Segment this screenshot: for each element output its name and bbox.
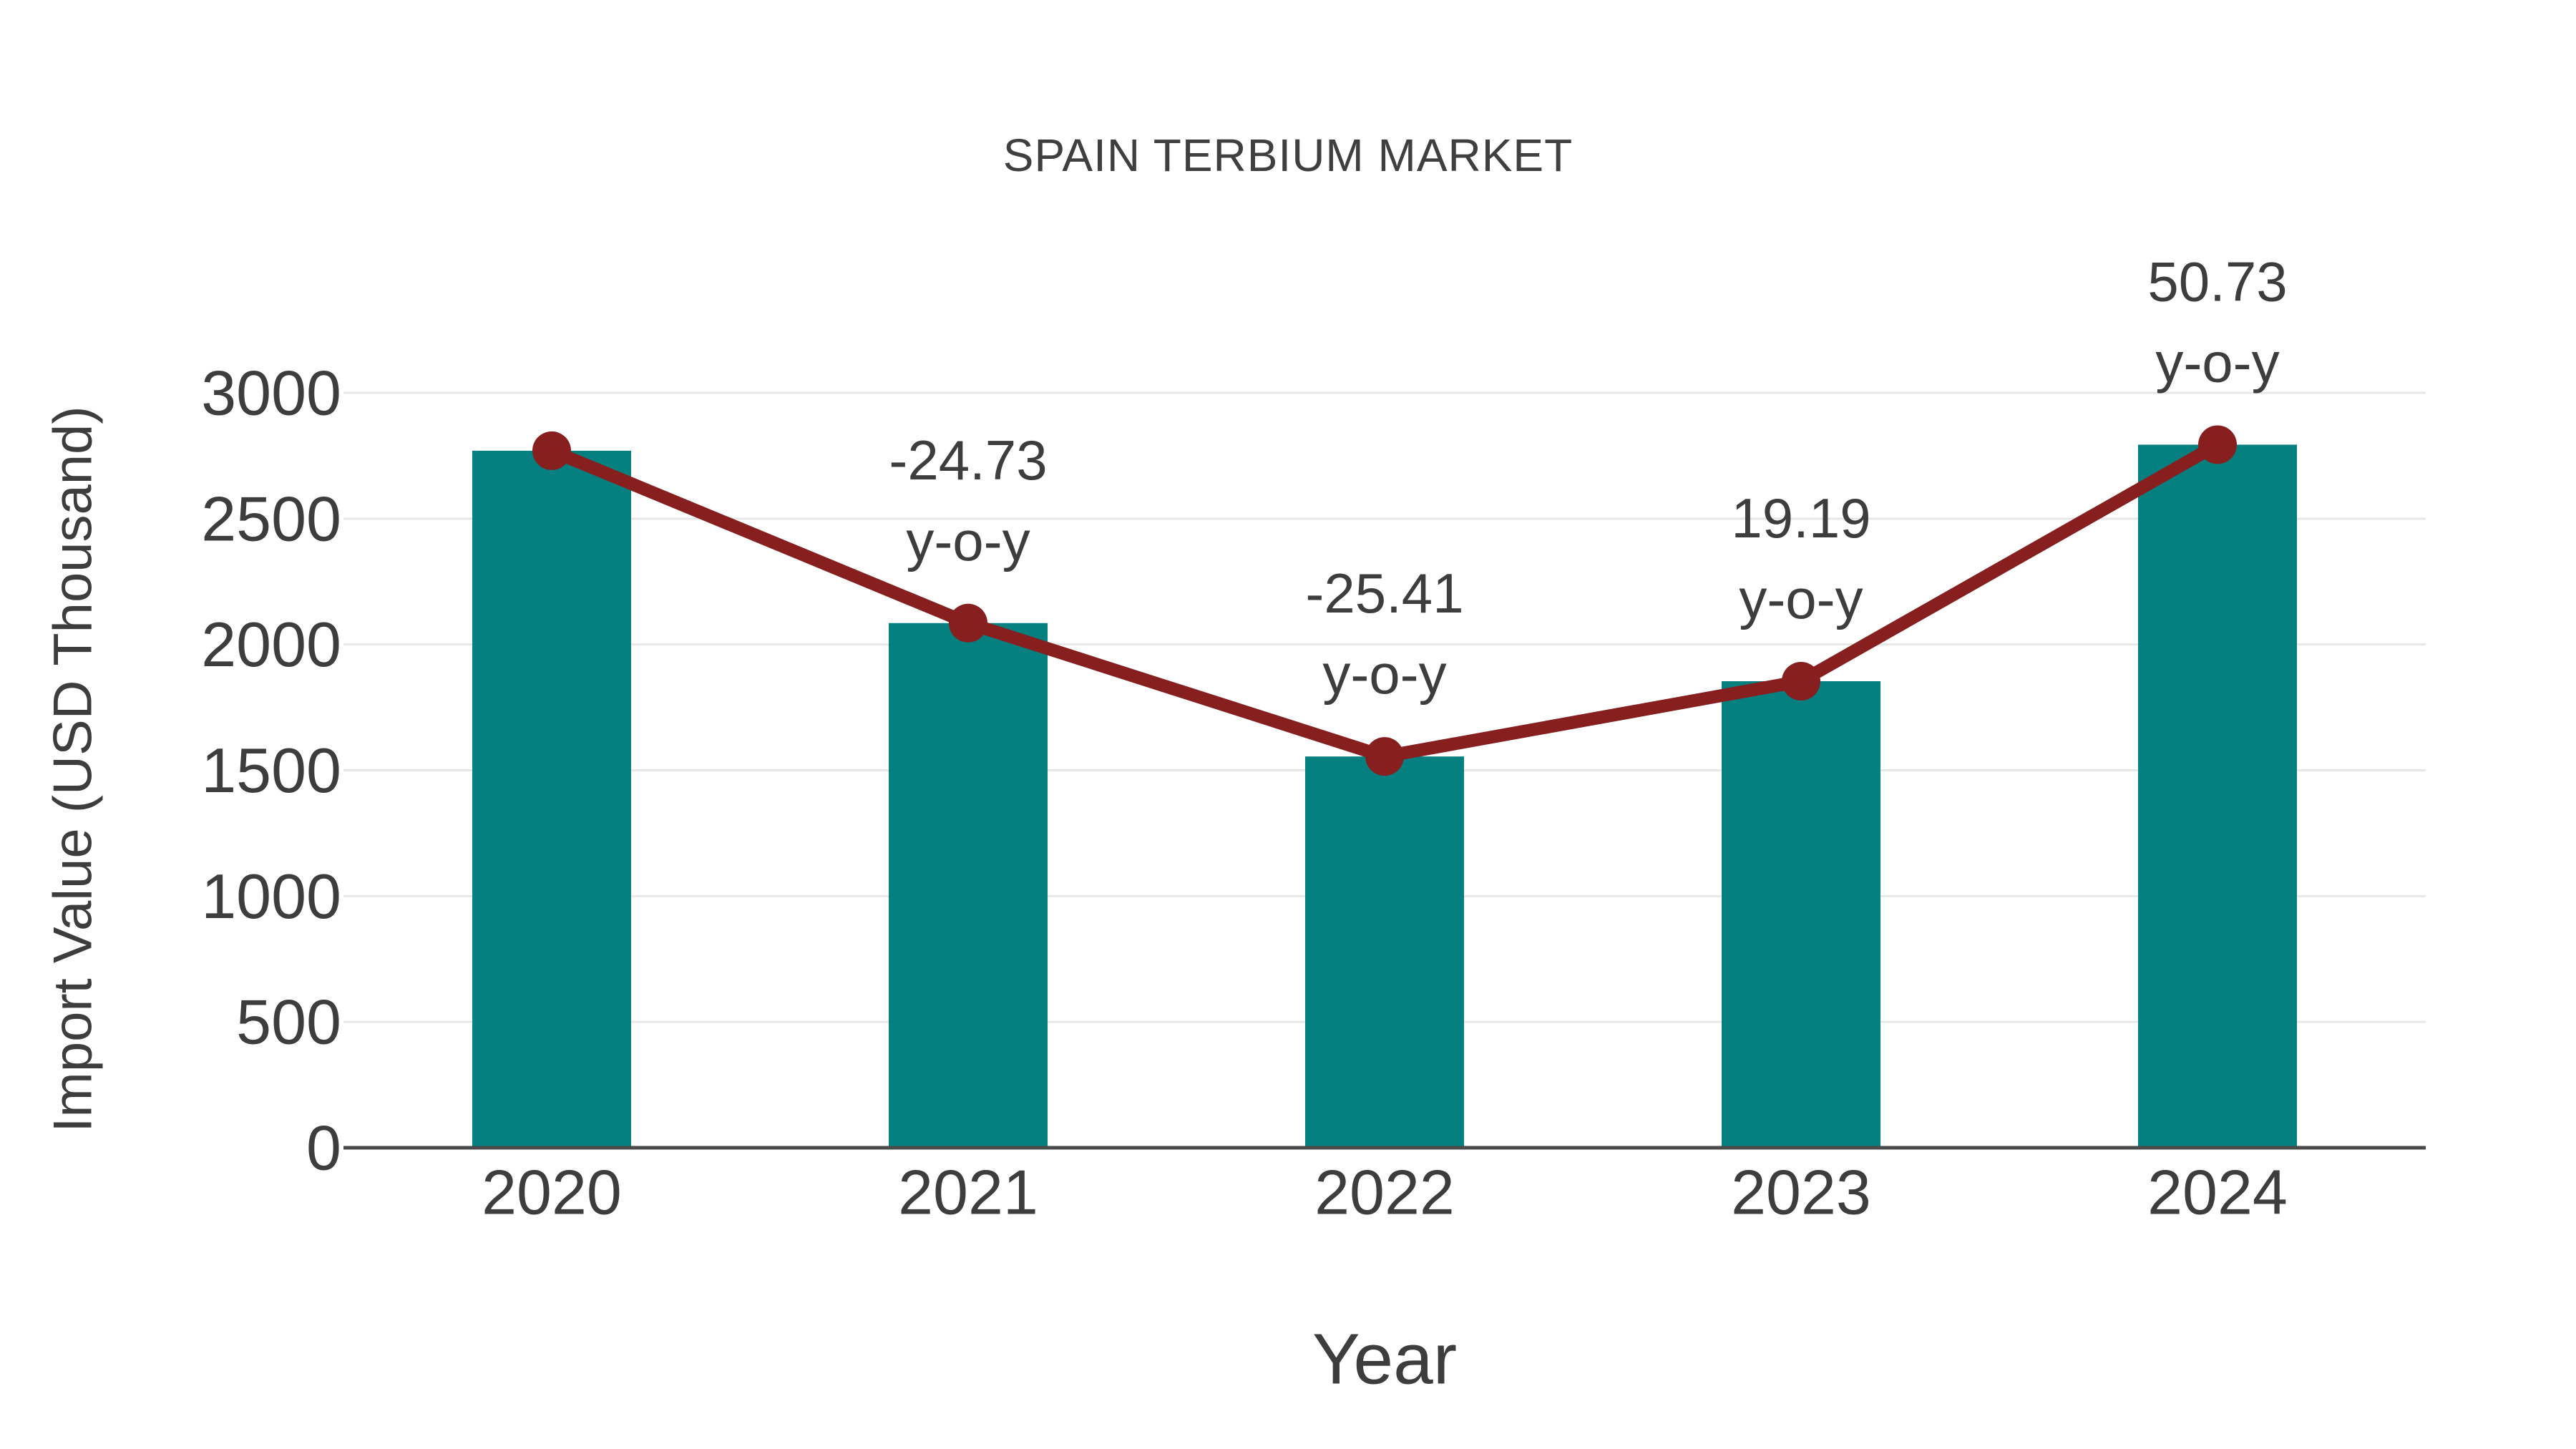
bar-2022 (1305, 756, 1464, 1148)
x-tick-2024: 2024 (2147, 1157, 2288, 1228)
bar-2021 (889, 623, 1048, 1148)
y-tick-500: 500 (236, 987, 341, 1058)
bar-2020 (472, 450, 631, 1148)
marker-2022 (1365, 737, 1404, 776)
annotation-2024-suffix: y-o-y (2155, 331, 2279, 394)
marker-2023 (1782, 662, 1820, 701)
x-tick-2023: 2023 (1731, 1157, 1871, 1228)
marker-2020 (532, 431, 571, 470)
marker-2021 (949, 603, 987, 643)
marker-2024 (2198, 425, 2237, 464)
x-axis-title: Year (1312, 1319, 1458, 1400)
bar-2023 (1722, 681, 1880, 1148)
x-tick-2020: 2020 (482, 1157, 622, 1228)
annotation-2023-value: 19.19 (1731, 487, 1870, 550)
annotation-2022-suffix: y-o-y (1322, 643, 1446, 706)
annotation-2023-suffix: y-o-y (1739, 567, 1863, 630)
annotation-2024-value: 50.73 (2147, 250, 2287, 313)
chart-title: SPAIN TERBIUM MARKET (1002, 130, 1574, 181)
y-tick-1500: 1500 (201, 735, 341, 806)
y-tick-2500: 2500 (201, 483, 341, 554)
annotation-2022-value: -25.41 (1305, 562, 1463, 625)
x-tick-2021: 2021 (898, 1157, 1038, 1228)
y-tick-3000: 3000 (201, 358, 341, 429)
x-tick-2022: 2022 (1314, 1157, 1455, 1228)
y-tick-2000: 2000 (201, 609, 341, 680)
y-tick-1000: 1000 (201, 861, 341, 932)
y-tick-0: 0 (306, 1113, 341, 1184)
annotation-2021-suffix: y-o-y (906, 509, 1030, 572)
bar-2024 (2138, 444, 2297, 1148)
y-axis-title: Import Value (USD Thousand) (42, 406, 104, 1133)
annotation-2021-value: -24.73 (889, 429, 1047, 492)
